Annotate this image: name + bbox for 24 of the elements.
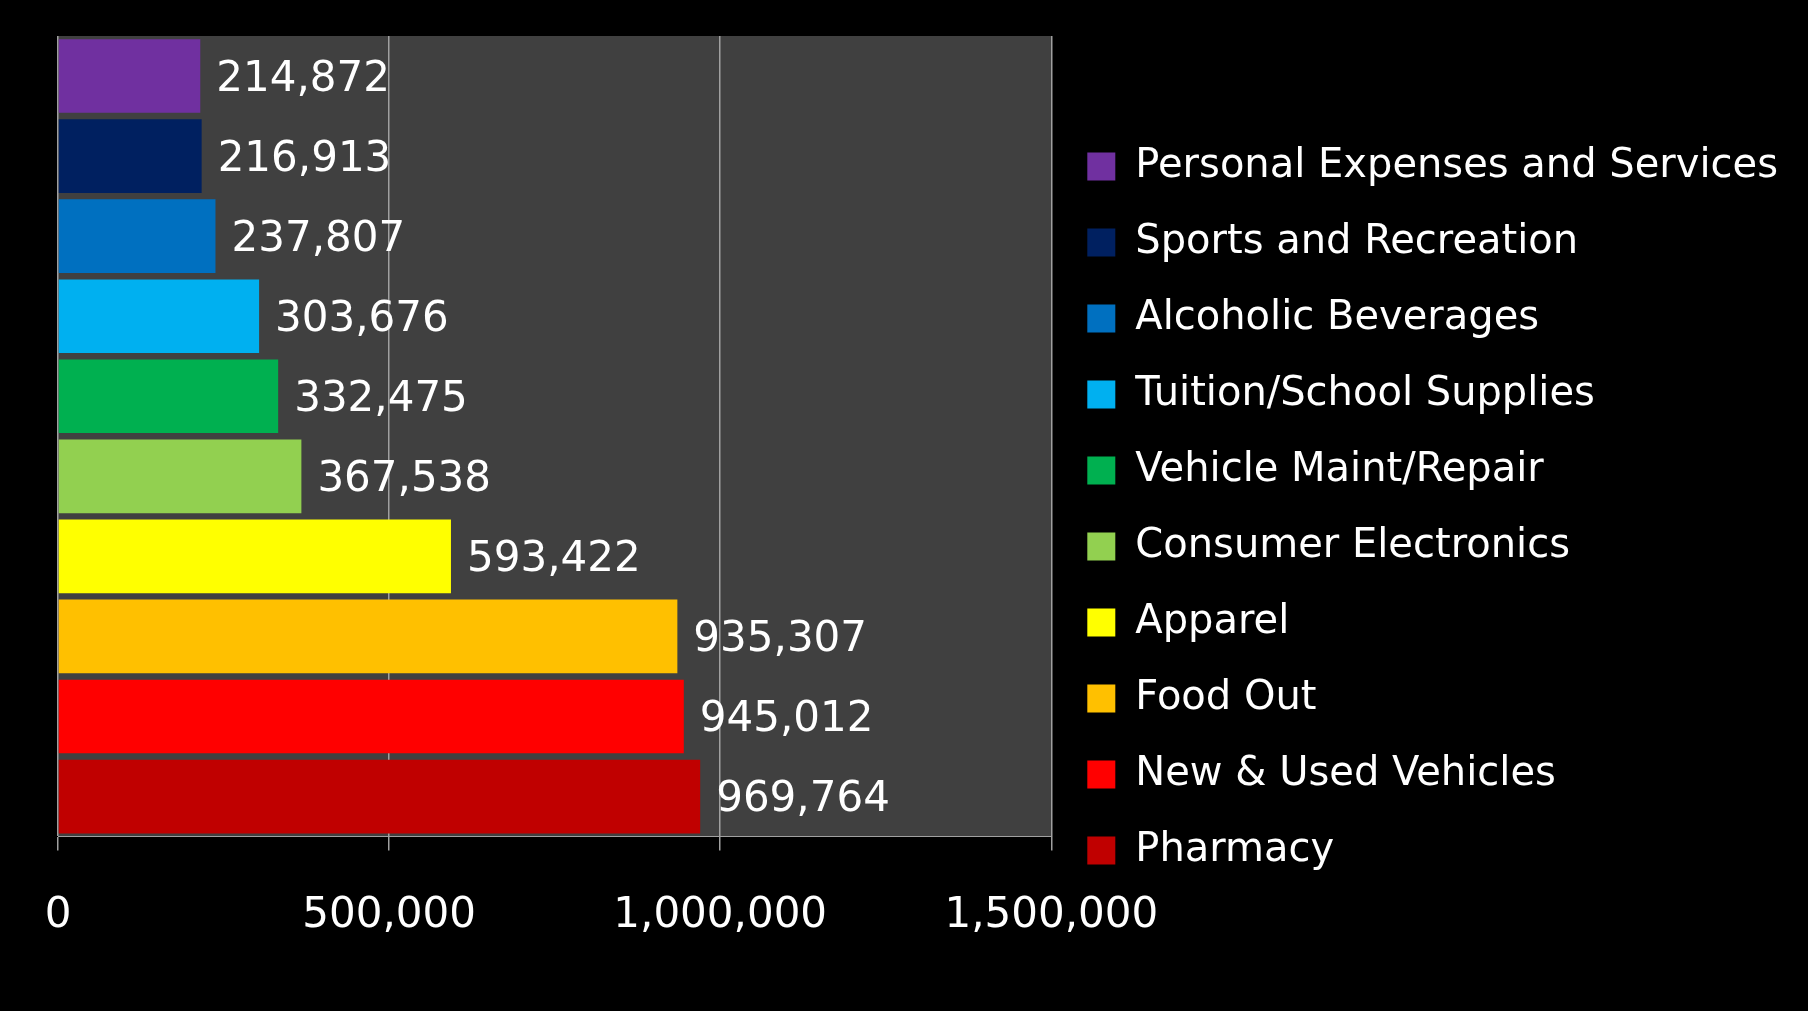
data-label: 214,872	[216, 51, 390, 101]
data-label: 216,913	[217, 132, 392, 181]
data-label: 593,422	[466, 532, 641, 582]
legend-label: Food Out	[1135, 671, 1317, 718]
data-label: 332,475	[294, 372, 468, 422]
x-tick-label: 500,000	[302, 887, 476, 937]
data-label: 237,807	[231, 212, 406, 262]
data-label: 945,012	[699, 692, 874, 742]
data-label: 969,764	[716, 772, 890, 822]
data-label: 935,307	[693, 612, 868, 662]
legend-label: Pharmacy	[1135, 823, 1335, 870]
legend-label: New & Used Vehicles	[1135, 747, 1556, 794]
x-tick-label: 1,000,000	[613, 887, 828, 937]
x-tick-label: 0	[44, 887, 72, 937]
x-tick-label: 1,500,000	[944, 887, 1159, 937]
legend-label: Alcoholic Beverages	[1135, 291, 1540, 338]
legend-label: Personal Expenses and Services	[1135, 139, 1779, 186]
legend-label: Sports and Recreation	[1135, 215, 1579, 262]
data-label: 367,538	[317, 452, 492, 502]
legend-label: Apparel	[1135, 595, 1290, 642]
data-label: 303,676	[275, 292, 449, 342]
legend-label: Tuition/School Supplies	[1134, 367, 1595, 414]
legend-label: Consumer Electronics	[1135, 519, 1570, 566]
legend-label: Vehicle Maint/Repair	[1135, 443, 1545, 490]
